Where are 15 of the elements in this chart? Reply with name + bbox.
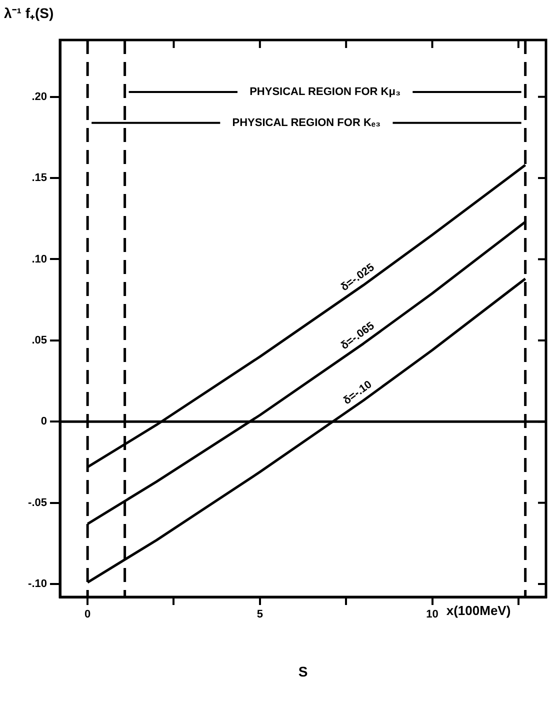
y-axis-title: λ⁻¹ f₊(S) xyxy=(4,4,54,21)
annotation: PHYSICAL REGION FOR Kₑ₃ xyxy=(232,116,381,129)
y-tick-label: -.10 xyxy=(28,578,47,590)
y-tick-label: .10 xyxy=(32,253,47,266)
x-tick-label: 10 xyxy=(426,608,438,621)
y-tick-label: 0 xyxy=(40,416,47,428)
x-tick-label: 0 xyxy=(84,608,91,621)
y-tick-label: .05 xyxy=(32,334,47,346)
y-tick-label: -.05 xyxy=(28,496,47,509)
annotation: PHYSICAL REGION FOR Kμ₃ xyxy=(250,86,401,98)
text: x(100MeV) xyxy=(446,603,511,618)
x-axis-title: S xyxy=(298,663,308,680)
y-tick-label: .20 xyxy=(32,90,47,103)
x-tick-label: 5 xyxy=(256,608,263,621)
y-tick-label: .15 xyxy=(32,172,47,184)
